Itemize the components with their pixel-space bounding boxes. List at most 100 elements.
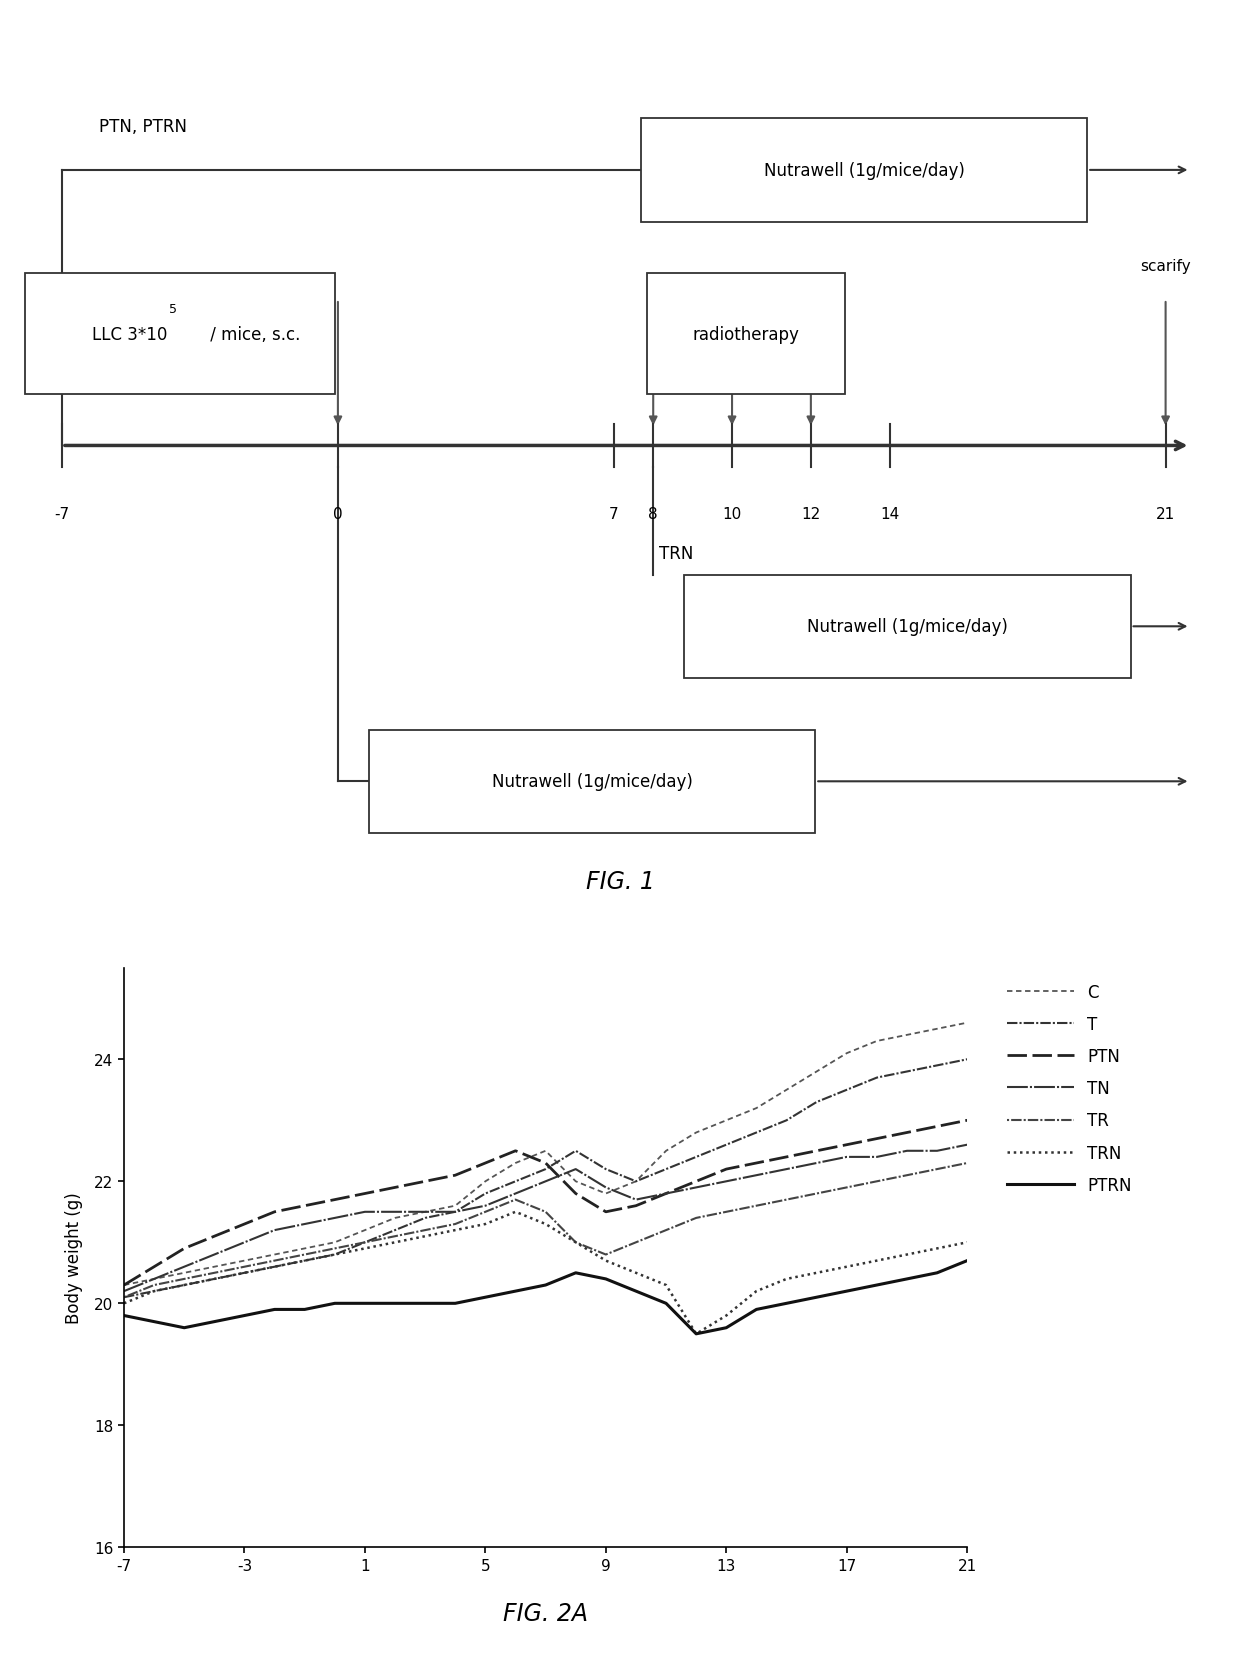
T <box>930 1056 945 1076</box>
C <box>719 1111 734 1130</box>
TR <box>599 1245 614 1264</box>
PTRN <box>477 1288 492 1307</box>
PTRN <box>810 1288 825 1307</box>
C <box>779 1081 794 1101</box>
T <box>658 1160 673 1180</box>
FancyBboxPatch shape <box>641 119 1087 222</box>
PTN <box>779 1147 794 1167</box>
T <box>538 1160 553 1180</box>
FancyBboxPatch shape <box>25 275 335 394</box>
PTN <box>599 1202 614 1221</box>
Text: Nutrawell (1g/mice/day): Nutrawell (1g/mice/day) <box>764 162 965 180</box>
TN <box>810 1154 825 1173</box>
TR <box>930 1160 945 1180</box>
PTN <box>508 1142 523 1162</box>
Text: 21: 21 <box>1156 506 1176 521</box>
TRN <box>839 1258 854 1278</box>
Line: C: C <box>124 1023 967 1286</box>
PTN <box>930 1117 945 1137</box>
FancyBboxPatch shape <box>647 275 846 394</box>
TR <box>418 1220 433 1240</box>
PTRN <box>658 1294 673 1314</box>
FancyBboxPatch shape <box>684 576 1131 679</box>
C <box>418 1202 433 1221</box>
TRN <box>869 1251 884 1271</box>
T <box>117 1288 131 1307</box>
TN <box>688 1178 703 1198</box>
TRN <box>357 1238 372 1258</box>
PTRN <box>538 1276 553 1296</box>
PTN <box>267 1202 281 1221</box>
PTRN <box>357 1294 372 1314</box>
PTRN <box>388 1294 403 1314</box>
PTN <box>357 1183 372 1203</box>
PTN <box>688 1172 703 1192</box>
PTRN <box>327 1294 342 1314</box>
T <box>869 1067 884 1087</box>
TR <box>810 1183 825 1203</box>
TR <box>749 1197 764 1216</box>
TR <box>839 1178 854 1198</box>
PTN <box>960 1111 975 1130</box>
TRN <box>117 1294 131 1314</box>
T <box>267 1258 281 1278</box>
C <box>749 1099 764 1119</box>
T <box>388 1220 403 1240</box>
T <box>960 1049 975 1069</box>
Text: 8: 8 <box>649 506 658 521</box>
TR <box>538 1202 553 1221</box>
TR <box>477 1202 492 1221</box>
Text: PTN, PTRN: PTN, PTRN <box>99 119 187 136</box>
T <box>477 1183 492 1203</box>
Text: LLC 3*10: LLC 3*10 <box>92 326 167 343</box>
TN <box>508 1183 523 1203</box>
TR <box>960 1154 975 1173</box>
PTN <box>327 1190 342 1210</box>
PTN <box>839 1135 854 1155</box>
PTRN <box>719 1317 734 1337</box>
PTRN <box>568 1263 583 1283</box>
T <box>448 1202 463 1221</box>
PTRN <box>207 1312 222 1332</box>
T <box>599 1160 614 1180</box>
TR <box>298 1245 312 1264</box>
TN <box>117 1281 131 1301</box>
TN <box>629 1190 644 1210</box>
TR <box>688 1208 703 1228</box>
TRN <box>327 1245 342 1264</box>
TRN <box>719 1306 734 1326</box>
Line: TR: TR <box>124 1163 967 1298</box>
PTRN <box>779 1294 794 1314</box>
PTN <box>207 1226 222 1246</box>
TR <box>146 1276 161 1296</box>
TRN <box>237 1263 252 1283</box>
TRN <box>899 1245 914 1264</box>
PTRN <box>629 1281 644 1301</box>
Text: Nutrawell (1g/mice/day): Nutrawell (1g/mice/day) <box>807 617 1008 636</box>
TN <box>568 1160 583 1180</box>
TRN <box>177 1276 192 1296</box>
PTRN <box>237 1306 252 1326</box>
C <box>298 1238 312 1258</box>
T <box>237 1263 252 1283</box>
Text: FIG. 2A: FIG. 2A <box>503 1602 588 1625</box>
TN <box>237 1233 252 1253</box>
C <box>357 1220 372 1240</box>
TR <box>327 1238 342 1258</box>
T <box>688 1147 703 1167</box>
TN <box>448 1202 463 1221</box>
C <box>508 1154 523 1173</box>
C <box>899 1026 914 1046</box>
TN <box>538 1172 553 1192</box>
T <box>327 1245 342 1264</box>
TR <box>448 1215 463 1235</box>
Y-axis label: Body weight (g): Body weight (g) <box>64 1192 83 1324</box>
Legend: C, T, PTN, TN, TR, TRN, PTRN: C, T, PTN, TN, TR, TRN, PTRN <box>1001 976 1138 1200</box>
Text: -7: -7 <box>55 506 69 521</box>
C <box>688 1122 703 1142</box>
Text: TN: TN <box>374 738 398 756</box>
C <box>538 1142 553 1162</box>
TR <box>177 1269 192 1289</box>
TR <box>508 1190 523 1210</box>
C <box>117 1276 131 1296</box>
